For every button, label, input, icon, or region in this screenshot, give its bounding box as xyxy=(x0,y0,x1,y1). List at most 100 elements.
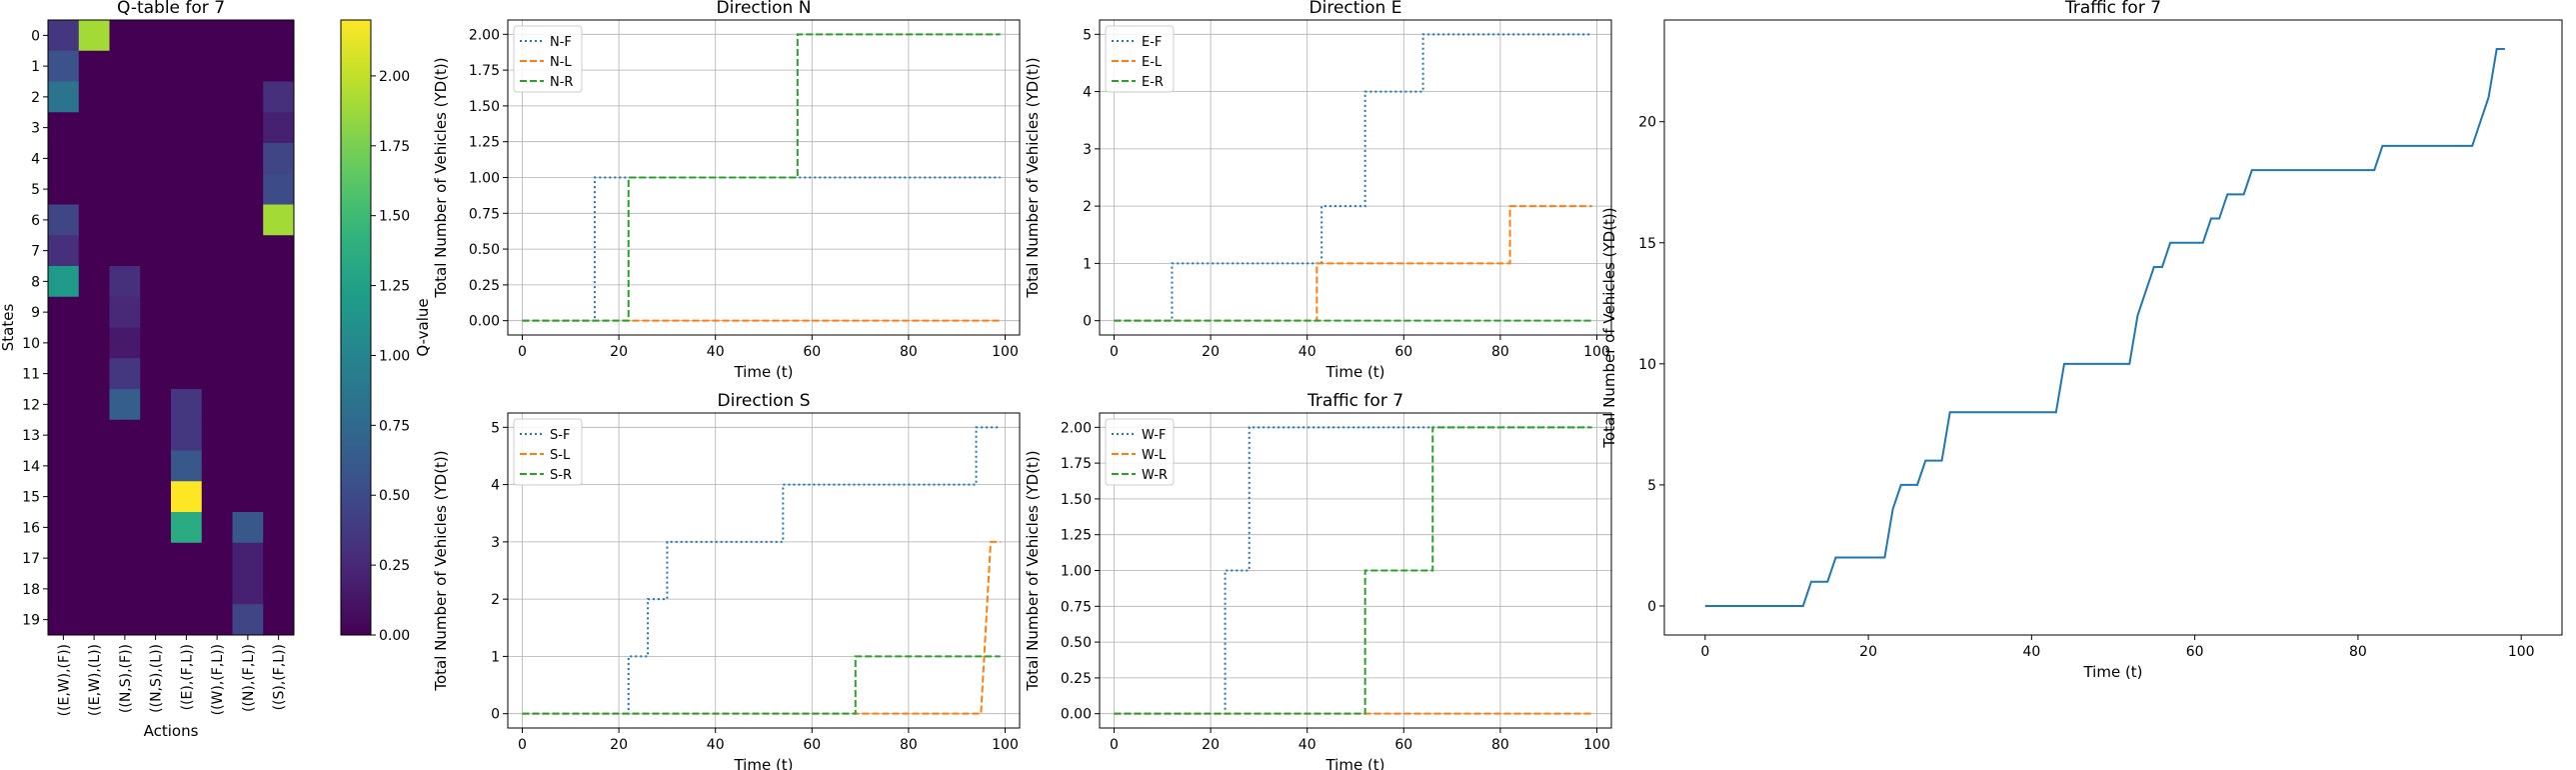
legend: E-F E-L E-R xyxy=(1105,25,1175,93)
chart-title: Direction S xyxy=(718,391,811,411)
heatmap-cell xyxy=(171,604,203,636)
y-tick-label: 1.25 xyxy=(1061,528,1092,544)
heatmap-cell xyxy=(232,50,264,82)
heatmap-cell xyxy=(78,358,110,390)
heatmap-x-axis-label: Actions xyxy=(144,722,199,740)
heatmap-cell xyxy=(109,112,141,144)
y-tick-label: 20 xyxy=(1638,115,1656,131)
heatmap-cell xyxy=(171,296,203,328)
heatmap-cell xyxy=(78,604,110,636)
heatmap-cell xyxy=(140,173,172,205)
heatmap-y-axis-label: States xyxy=(0,304,17,352)
heatmap-cell xyxy=(78,481,110,513)
series-line-N-R xyxy=(522,33,1001,322)
y-tick-label: 1.50 xyxy=(469,99,500,115)
y-tick-label: 9 xyxy=(31,305,40,321)
heatmap-cell xyxy=(109,173,141,205)
y-tick-label: 2 xyxy=(491,592,500,608)
colorbar-tick-label: 0.00 xyxy=(379,628,410,644)
heatmap-cell xyxy=(140,358,172,390)
series-line-E-L xyxy=(1114,205,1592,322)
x-tick-label: 20 xyxy=(610,737,628,753)
colorbar-tick-label: 0.25 xyxy=(379,558,410,574)
heatmap-cell xyxy=(171,143,203,175)
colorbar-tick-label: 1.00 xyxy=(379,348,410,364)
heatmap-cell xyxy=(263,573,295,605)
heatmap-cell xyxy=(232,327,264,359)
colorbar-tick-label: 1.50 xyxy=(379,209,410,225)
heatmap-cell xyxy=(109,266,141,298)
heatmap-cell xyxy=(140,81,172,113)
x-tick-label: 40 xyxy=(1298,344,1316,360)
heatmap-cell xyxy=(109,50,141,82)
q-table-heatmap: Q-table for 7012345678910111213141516171… xyxy=(0,0,432,740)
heatmap-cell xyxy=(109,296,141,328)
heatmap-cell xyxy=(263,604,295,636)
heatmap-cell xyxy=(232,512,264,544)
heatmap-cell xyxy=(263,296,295,328)
heatmap-cell xyxy=(201,143,233,175)
y-tick-label: 16 xyxy=(22,520,40,536)
heatmap-cell xyxy=(201,450,233,482)
x-tick-label: 100 xyxy=(1583,344,1610,360)
y-tick-label: 0.00 xyxy=(469,314,500,330)
heatmap-cell xyxy=(140,419,172,451)
x-axis-label: Time (t) xyxy=(1324,756,1384,770)
heatmap-cell xyxy=(263,204,295,236)
x-tick-label: 0 xyxy=(1110,737,1119,753)
line-chart-2: 0 20 40 60 80 100 0 1 2 3 4 5 Direction E Time (t) Tot… xyxy=(1024,0,1612,381)
plot-frame xyxy=(1099,19,1612,336)
x-tick-label: ((E),(F,L)) xyxy=(179,644,195,710)
heatmap-cell xyxy=(48,604,80,636)
x-tick-label: ((W),(F,L)) xyxy=(210,644,226,715)
line-chart-4: 0 20 40 60 80 100 0.00 0.25 0.50 0.75 1.00 1.25 1.50… xyxy=(1024,391,1612,770)
heatmap-cell xyxy=(263,143,295,175)
x-tick-label: 100 xyxy=(992,737,1019,753)
legend-entry: S-F xyxy=(550,428,570,443)
y-tick-label: 11 xyxy=(22,367,40,383)
heatmap-cell xyxy=(201,50,233,82)
heatmap-cell xyxy=(140,327,172,359)
heatmap-cell xyxy=(232,235,264,267)
y-tick-label: 1 xyxy=(31,59,40,75)
x-tick-label: 40 xyxy=(707,737,725,753)
heatmap-cell xyxy=(48,296,80,328)
heatmap-cell xyxy=(232,419,264,451)
y-tick-label: 1.00 xyxy=(1061,564,1092,580)
heatmap-cell xyxy=(109,512,141,544)
heatmap-cell xyxy=(109,235,141,267)
y-tick-label: 10 xyxy=(1638,357,1656,373)
heatmap-cell xyxy=(201,204,233,236)
heatmap-cell xyxy=(171,389,203,421)
heatmap-cell xyxy=(201,296,233,328)
heatmap-cell xyxy=(78,419,110,451)
heatmap-cell xyxy=(48,481,80,513)
x-tick-label: 80 xyxy=(1491,737,1509,753)
x-tick-label: 40 xyxy=(707,344,725,360)
heatmap-cell xyxy=(109,604,141,636)
heatmap-cell xyxy=(263,81,295,113)
heatmap-cell xyxy=(201,358,233,390)
heatmap-cell xyxy=(201,173,233,205)
y-tick-label: 3 xyxy=(491,535,500,551)
y-tick-label: 1 xyxy=(491,649,500,665)
heatmap-cell xyxy=(78,573,110,605)
legend-entry: N-R xyxy=(550,75,573,90)
legend-entry: W-L xyxy=(1142,448,1167,463)
x-tick-label: 0 xyxy=(518,737,527,753)
legend-box xyxy=(513,25,583,93)
x-tick-label: 80 xyxy=(900,737,918,753)
heatmap-cell xyxy=(140,573,172,605)
legend-entry: W-F xyxy=(1142,428,1167,443)
legend-box xyxy=(513,418,583,486)
colorbar-tick-label: 1.75 xyxy=(379,139,410,155)
heatmap-cell xyxy=(232,542,264,574)
x-tick-label: 40 xyxy=(2022,644,2040,660)
heatmap-cell xyxy=(201,81,233,113)
chart-title: Traffic for 7 xyxy=(2064,0,2161,18)
x-tick-label: ((N,S),(L)) xyxy=(149,644,165,713)
heatmap-cell xyxy=(48,573,80,605)
heatmap-cell xyxy=(78,327,110,359)
x-tick-label: 20 xyxy=(1202,344,1220,360)
